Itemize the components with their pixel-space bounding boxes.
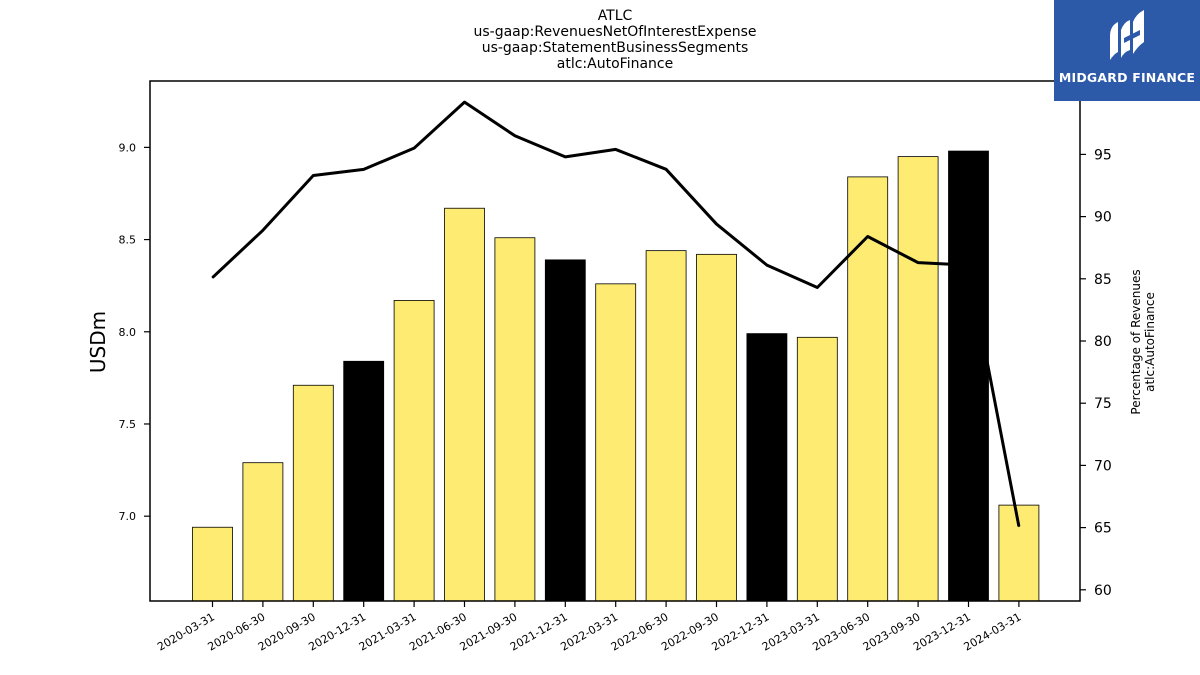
midgard-logo: MIDGARD FINANCE <box>1054 0 1200 101</box>
y-tick-label: 8.0 <box>119 326 137 339</box>
y-tick-label: 7.5 <box>119 418 137 431</box>
y2-axis-label-line-2: atlc:AutoFinance <box>1143 292 1157 392</box>
title-line-1: ATLC <box>598 8 633 24</box>
bar-2020-12-31 <box>343 360 385 602</box>
line-point-2020-03-31 <box>211 276 214 279</box>
bar-2020-06-30 <box>242 462 284 602</box>
y2-tick-label: 85 <box>1094 272 1112 288</box>
bar-2023-06-30 <box>847 176 889 602</box>
bar-2020-03-31 <box>192 526 233 602</box>
x-tick-label: 2024-03-31 <box>962 610 1024 653</box>
line-point-2022-06-30 <box>665 168 667 171</box>
bar-series <box>192 150 1040 602</box>
line-point-2022-09-30 <box>715 223 718 225</box>
line-point-2021-03-31 <box>413 147 415 149</box>
bar-2021-09-30 <box>494 237 536 602</box>
y2-tick-label: 95 <box>1094 147 1112 163</box>
bar-2021-03-31 <box>393 300 435 602</box>
line-point-2021-09-30 <box>514 134 516 137</box>
y2-tick-label: 70 <box>1094 458 1112 474</box>
bar-2022-12-31 <box>746 333 788 602</box>
line-point-2023-03-31 <box>816 286 819 289</box>
bar-2023-03-31 <box>796 336 838 602</box>
y-tick-label: 9.0 <box>119 141 137 154</box>
title-line-3: us-gaap:StatementBusinessSegments <box>482 40 749 56</box>
y2-axis-label-line-1: Percentage of Revenues <box>1129 269 1143 414</box>
y2-tick-label: 75 <box>1094 396 1112 412</box>
title-line-4: atlc:AutoFinance <box>557 56 673 72</box>
chart-title: ATLC us-gaap:RevenuesNetOfInterestExpens… <box>473 8 756 72</box>
y2-tick-label: 90 <box>1094 210 1112 226</box>
line-point-2024-03-31 <box>1018 525 1020 528</box>
line-point-2023-06-30 <box>866 235 869 238</box>
bar-2023-12-31 <box>948 150 989 602</box>
y-axis-label: USDm <box>86 311 110 373</box>
line-point-2022-12-31 <box>766 264 768 266</box>
bar-2021-06-30 <box>444 207 485 602</box>
bar-2022-09-30 <box>696 253 737 602</box>
line-point-2023-12-31 <box>967 264 970 266</box>
line-point-2020-12-31 <box>362 168 365 171</box>
y-tick-label: 8.5 <box>119 234 137 247</box>
bar-2021-12-31 <box>544 259 586 602</box>
line-point-2022-03-31 <box>614 148 617 151</box>
y-tick-label: 7.0 <box>119 510 137 523</box>
line-point-2023-09-30 <box>917 261 919 264</box>
y2-tick-label: 60 <box>1094 583 1112 599</box>
midgard-logo-icon <box>1110 10 1144 60</box>
line-point-2020-06-30 <box>262 229 264 232</box>
y2-tick-label: 65 <box>1094 521 1112 537</box>
line-point-2021-06-30 <box>463 101 466 103</box>
bar-2023-09-30 <box>897 156 939 602</box>
line-point-2020-09-30 <box>312 174 315 177</box>
line-series <box>211 100 1021 528</box>
y2-tick-label: 80 <box>1094 334 1112 350</box>
title-line-2: us-gaap:RevenuesNetOfInterestExpense <box>473 24 756 40</box>
bar-2022-03-31 <box>595 283 637 602</box>
bar-2022-06-30 <box>645 250 687 602</box>
bar-2020-09-30 <box>292 384 334 602</box>
line-point-2021-12-31 <box>564 156 567 158</box>
y2-axis-label: Percentage of Revenues atlc:AutoFinance <box>1129 269 1157 414</box>
logo-text: MIDGARD FINANCE <box>1058 70 1196 85</box>
